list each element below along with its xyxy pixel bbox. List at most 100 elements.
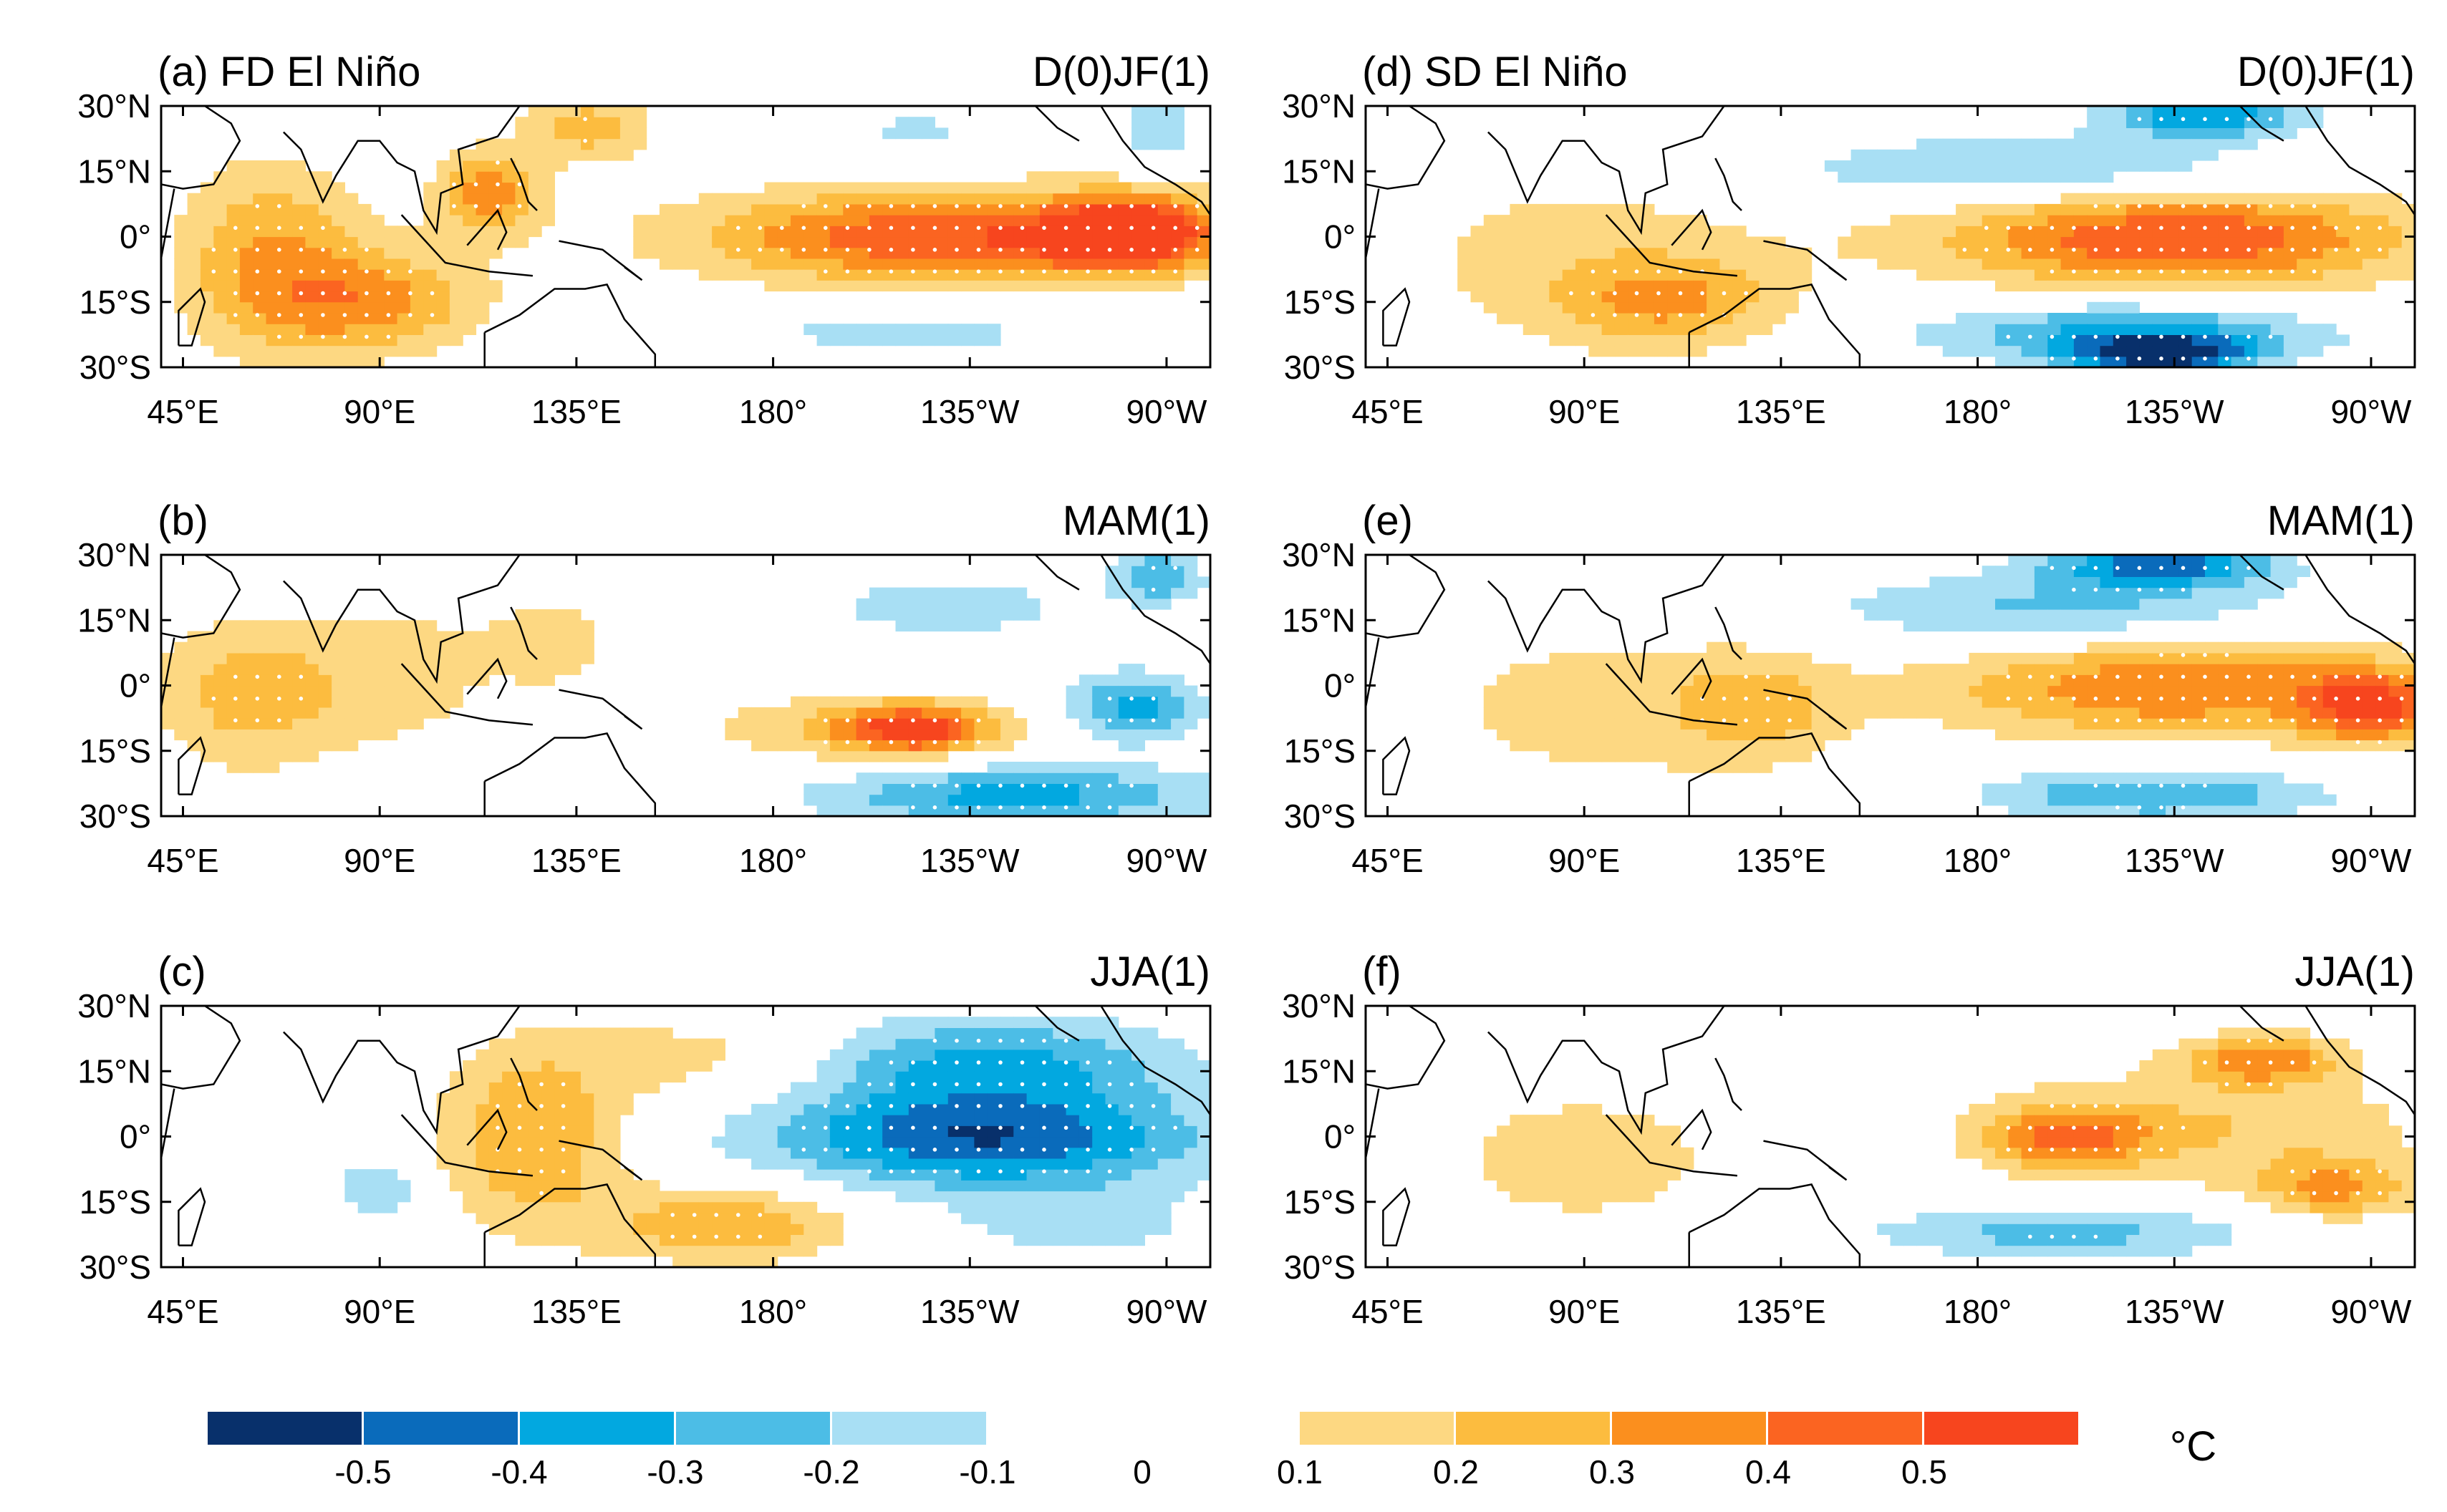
anomaly-cell (2087, 117, 2101, 128)
anomaly-cell (239, 356, 254, 367)
anomaly-cell (791, 729, 804, 741)
anomaly-cell (318, 685, 332, 697)
anomaly-cell (1078, 1201, 1093, 1213)
significance-dot (2334, 248, 2338, 252)
significance-dot (1613, 291, 1617, 296)
anomaly-cell (344, 226, 359, 238)
significance-dot (1063, 1148, 1068, 1152)
anomaly-cell (1000, 1027, 1014, 1040)
significance-dot (2137, 269, 2142, 274)
anomaly-cell (2100, 127, 2114, 140)
anomaly-cell (712, 1256, 725, 1267)
anomaly-cell (935, 127, 949, 140)
anomaly-cell (2034, 226, 2048, 238)
anomaly-cell (2310, 203, 2324, 215)
anomaly-cell (2139, 160, 2153, 172)
anomaly-cell (1171, 138, 1184, 150)
anomaly-cell (922, 236, 935, 248)
anomaly-cell (961, 1092, 975, 1105)
anomaly-cell (279, 740, 293, 752)
anomaly-cell (488, 1049, 503, 1061)
anomaly-cell (1184, 215, 1198, 226)
anomaly-cell (1157, 236, 1172, 248)
anomaly-cell (1575, 236, 1589, 248)
anomaly-cell (1105, 1038, 1119, 1050)
anomaly-cell (685, 1213, 700, 1224)
anomaly-cell (554, 1147, 569, 1159)
anomaly-cell (1000, 1049, 1014, 1061)
anomaly-cell (371, 1169, 385, 1181)
anomaly-cell (764, 258, 778, 270)
anomaly-cell (436, 334, 450, 346)
anomaly-cell (1772, 707, 1786, 719)
significance-dot (321, 248, 325, 252)
anomaly-cell (895, 587, 909, 599)
anomaly-cell (384, 269, 398, 281)
anomaly-cell (816, 193, 831, 205)
anomaly-cell (463, 1201, 477, 1213)
anomaly-cell (2034, 805, 2048, 816)
anomaly-cell (594, 1092, 608, 1105)
significance-dot (867, 269, 872, 274)
anomaly-cell (279, 301, 293, 314)
significance-dot (976, 204, 981, 208)
anomaly-cell (567, 1060, 581, 1072)
anomaly-cell (2021, 598, 2035, 610)
anomaly-cell (2257, 313, 2272, 324)
anomaly-cell (292, 280, 306, 292)
significance-dot (1086, 1104, 1090, 1108)
anomaly-cell (1171, 772, 1184, 784)
anomaly-cell (922, 609, 935, 621)
anomaly-cell (463, 247, 477, 259)
anomaly-cell (908, 1092, 922, 1105)
anomaly-cell (1131, 280, 1145, 292)
anomaly-cell (2047, 203, 2062, 215)
anomaly-cell (594, 149, 608, 161)
panel-c: 30°N15°N0°15°S30°S45°E 90°E 135°E 180° 135°W… (77, 949, 1212, 1330)
anomaly-cell (685, 1049, 700, 1061)
anomaly-cell (1197, 1092, 1210, 1105)
anomaly-cell (567, 1049, 581, 1061)
anomaly-cell (1719, 696, 1734, 708)
anomaly-cell (1614, 236, 1628, 248)
anomaly-cell (816, 1103, 831, 1115)
lon-tick-label: 180° (739, 1293, 807, 1330)
anomaly-cell (2270, 718, 2284, 730)
anomaly-cell (777, 203, 791, 215)
coastline (484, 283, 657, 367)
anomaly-cell (895, 334, 909, 346)
anomaly-cell (908, 772, 922, 784)
significance-dot (714, 1213, 718, 1217)
anomaly-cell (2073, 269, 2088, 281)
anomaly-cell (1785, 269, 1799, 281)
anomaly-cell (1053, 783, 1067, 795)
significance-dot (2203, 248, 2207, 252)
anomaly-cell (266, 226, 280, 238)
anomaly-cell (672, 236, 687, 248)
anomaly-cell (633, 1180, 647, 1192)
anomaly-cell (1746, 707, 1760, 719)
anomaly-cell (1575, 215, 1589, 226)
anomaly-cell (1171, 203, 1184, 215)
anomaly-cell (882, 609, 897, 621)
anomaly-cell (1759, 664, 1773, 675)
anomaly-cell (1693, 750, 1707, 762)
anomaly-cell (332, 620, 345, 632)
anomaly-cell (292, 652, 306, 664)
anomaly-cell (2139, 138, 2153, 150)
anomaly-cell (751, 226, 765, 238)
anomaly-cell (1013, 772, 1028, 784)
anomaly-cell (2336, 334, 2350, 346)
anomaly-cell (2100, 171, 2114, 183)
significance-dot (932, 1082, 937, 1087)
significance-dot (1194, 248, 1200, 252)
anomaly-cell (502, 236, 516, 248)
anomaly-cell (2231, 587, 2245, 599)
anomaly-cell (869, 215, 883, 226)
anomaly-cell (1772, 247, 1786, 259)
anomaly-cell (777, 247, 791, 259)
anomaly-cell (2139, 313, 2153, 324)
anomaly-cell (253, 740, 267, 752)
anomaly-cell (1536, 718, 1550, 730)
anomaly-cell (2113, 555, 2127, 566)
